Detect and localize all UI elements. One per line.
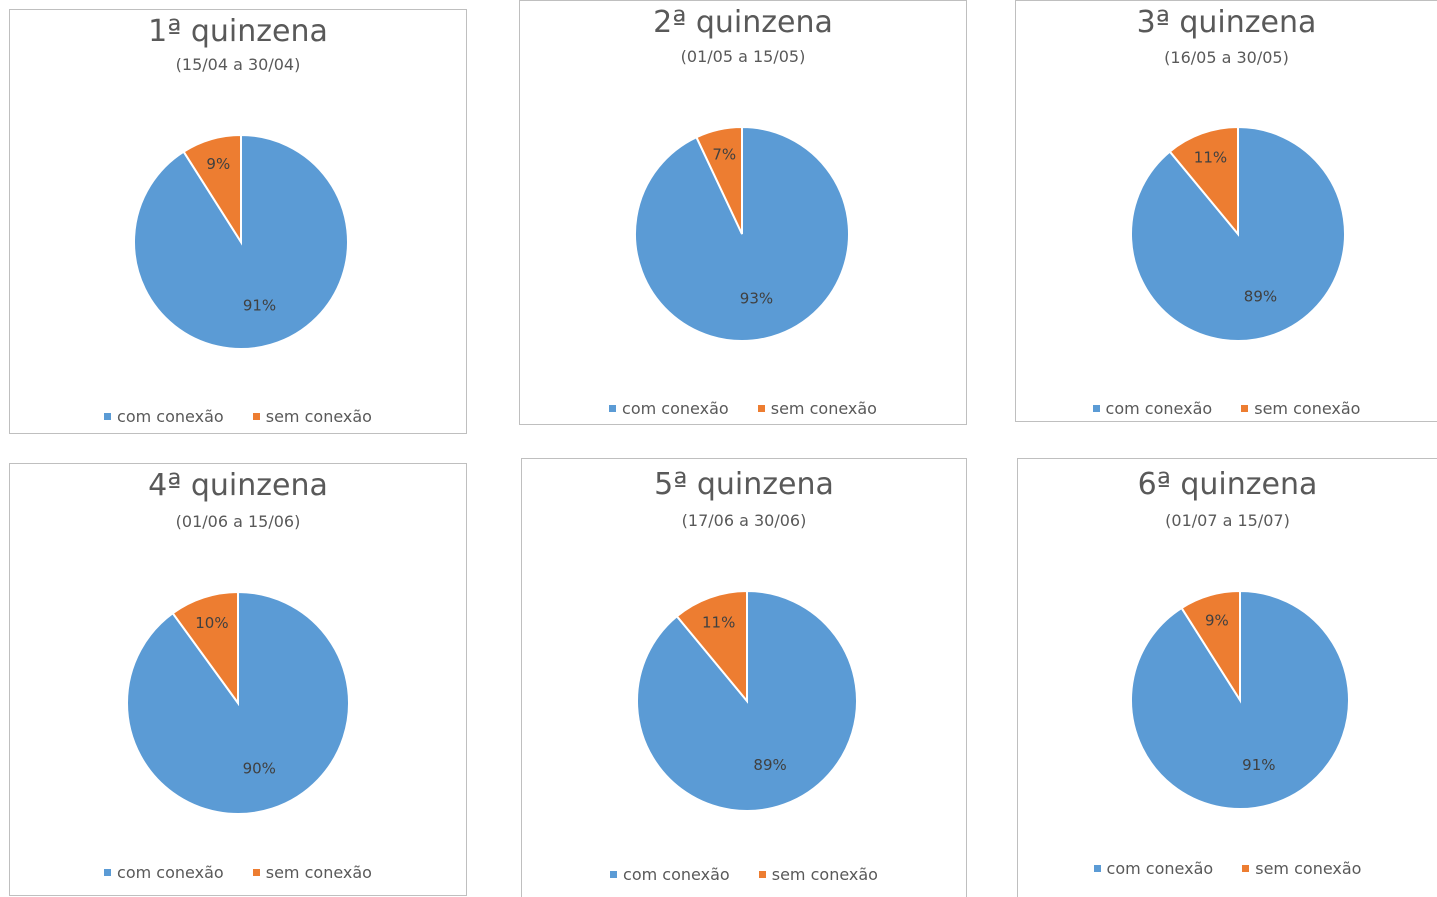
legend-label-com: com conexão: [1105, 399, 1213, 418]
legend-item-sem: sem conexão: [252, 863, 372, 882]
pie-chart: 91% 9%: [133, 133, 349, 350]
legend-swatch-sem: [252, 413, 260, 420]
chart-panel-2: 2ª quinzena (01/05 a 15/05) 93% 7% com co…: [519, 0, 967, 425]
chart-subtitle: (16/05 a 30/05): [1164, 48, 1289, 67]
legend-swatch-com: [104, 869, 112, 876]
chart-panel-3: 3ª quinzena (16/05 a 30/05) 89% 11% com c…: [1015, 0, 1437, 422]
data-label-sem: 9%: [1205, 611, 1229, 629]
data-label-sem: 9%: [206, 155, 230, 173]
chart-subtitle: (01/05 a 15/05): [680, 47, 806, 66]
chart-legend: com conexão sem conexão: [1016, 399, 1437, 418]
chart-subtitle: (17/06 a 30/06): [681, 511, 807, 530]
chart-title: 3ª quinzena: [1136, 5, 1317, 40]
data-label-sem: 11%: [702, 613, 735, 631]
legend-label-sem: sem conexão: [771, 865, 878, 884]
data-label-sem: 10%: [195, 614, 228, 632]
legend-item-com: com conexão: [609, 399, 729, 418]
chart-panel-5: 5ª quinzena (17/06 a 30/06) 89% 11% com c…: [521, 458, 967, 897]
legend-swatch-sem: [1241, 405, 1249, 412]
data-label-com: 91%: [243, 297, 276, 315]
legend-swatch-sem: [252, 869, 260, 876]
chart-title: 1ª quinzena: [148, 14, 328, 49]
legend-label-sem: sem conexão: [265, 407, 372, 426]
chart-legend: com conexão sem conexão: [522, 865, 966, 884]
chart-title: 4ª quinzena: [148, 468, 328, 503]
chart-legend: com conexão sem conexão: [10, 407, 466, 426]
chart-subtitle: (01/06 a 15/06): [175, 512, 301, 531]
legend-label-com: com conexão: [117, 863, 224, 882]
legend-item-com: com conexão: [1092, 399, 1213, 418]
data-label-sem: 11%: [1194, 148, 1227, 166]
pie-chart: 90% 10%: [126, 590, 350, 815]
pie-slice-sem: [1180, 589, 1241, 704]
data-label-com: 90%: [243, 759, 276, 777]
legend-swatch-com: [609, 405, 617, 412]
pie-chart: 91% 9%: [1130, 589, 1350, 810]
chart-title: 6ª quinzena: [1137, 467, 1318, 502]
pie-slice-sem: [171, 590, 239, 707]
legend-label-sem: sem conexão: [265, 863, 372, 882]
data-label-sem: 7%: [712, 146, 736, 164]
data-label-com: 91%: [1242, 756, 1275, 774]
chart-legend: com conexão sem conexão: [10, 863, 466, 882]
legend-swatch-com: [104, 413, 112, 420]
legend-label-com: com conexão: [622, 399, 729, 418]
pie-chart: 93% 7%: [634, 125, 850, 342]
legend-label-com: com conexão: [623, 865, 730, 884]
legend-swatch-com: [610, 871, 618, 878]
chart-panel-6: 6ª quinzena (01/07 a 15/07) 91% 9% com co…: [1017, 458, 1437, 897]
chart-panel-1: 1ª quinzena (15/04 a 30/04) 91% 9% com co…: [9, 9, 467, 434]
legend-label-com: com conexão: [117, 407, 224, 426]
legend-label-sem: sem conexão: [770, 399, 877, 418]
pie-slice-sem: [695, 125, 743, 235]
legend-item-sem: sem conexão: [758, 865, 878, 884]
data-label-com: 89%: [753, 756, 786, 774]
legend-item-sem: sem conexão: [252, 407, 372, 426]
chart-subtitle: (01/07 a 15/07): [1165, 511, 1290, 530]
chart-title: 2ª quinzena: [653, 5, 833, 40]
chart-subtitle: (15/04 a 30/04): [175, 55, 301, 74]
legend-item-sem: sem conexão: [1241, 399, 1360, 418]
legend-item-sem: sem conexão: [1242, 859, 1361, 878]
legend-label-com: com conexão: [1106, 859, 1214, 878]
chart-title: 5ª quinzena: [654, 467, 834, 502]
legend-swatch-sem: [1242, 865, 1250, 872]
pie-chart: 89% 11%: [636, 589, 858, 812]
chart-panel-4: 4ª quinzena (01/06 a 15/06) 90% 10% com c…: [9, 463, 467, 896]
pie-slice-sem: [182, 133, 242, 246]
chart-legend: com conexão sem conexão: [1018, 859, 1437, 878]
legend-item-com: com conexão: [104, 407, 224, 426]
legend-item-com: com conexão: [610, 865, 730, 884]
data-label-com: 93%: [740, 290, 773, 308]
pie-slice-sem: [1168, 125, 1239, 237]
legend-swatch-sem: [757, 405, 765, 412]
pie-slice-sem: [675, 589, 748, 704]
legend-item-sem: sem conexão: [757, 399, 877, 418]
chart-legend: com conexão sem conexão: [520, 399, 966, 418]
legend-swatch-com: [1093, 865, 1101, 872]
legend-label-sem: sem conexão: [1255, 859, 1362, 878]
legend-swatch-com: [1092, 405, 1100, 412]
pie-chart: 89% 11%: [1130, 125, 1346, 342]
legend-item-com: com conexão: [1093, 859, 1214, 878]
legend-item-com: com conexão: [104, 863, 224, 882]
legend-swatch-sem: [758, 871, 766, 878]
legend-label-sem: sem conexão: [1254, 399, 1361, 418]
data-label-com: 89%: [1244, 287, 1277, 305]
